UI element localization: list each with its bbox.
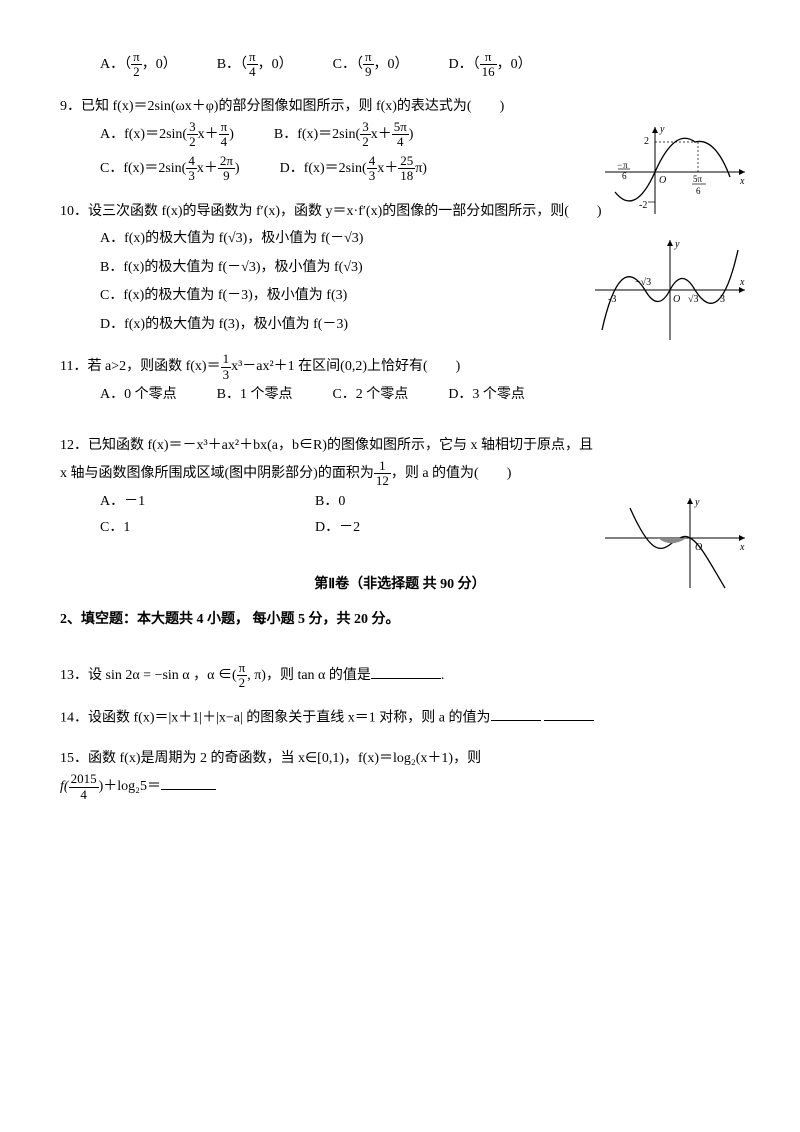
blank: [491, 705, 541, 721]
q10-opt-b: B．f(x)的极大值为 f(－√3)，极小值为 f(√3): [100, 255, 530, 282]
opt-c: C．（π9，0）: [333, 50, 409, 80]
svg-text:x: x: [739, 176, 745, 187]
q10-stem: 10．设三次函数 f(x)的导函数为 f′(x)，函数 y＝x·f′(x)的图像…: [60, 199, 700, 226]
fill-header: 2、填空题：本大题共 4 小题， 每小题 5 分，共 20 分。: [60, 607, 740, 634]
options-row: A．（π2，0） B．（π4，0） C．（π9，0） D．（π16，0）: [60, 50, 740, 80]
q11-opt-a: A．0 个零点: [100, 382, 177, 409]
blank: [544, 705, 594, 721]
q11-opt-b: B．1 个零点: [217, 382, 293, 409]
svg-text:-3: -3: [608, 294, 616, 305]
q15: 15．函数 f(x)是周期为 2 的奇函数，当 x∈[0,1)，f(x)＝log…: [60, 746, 740, 802]
opt-b: B．（π4，0）: [217, 50, 293, 80]
options-row: A．0 个零点 B．1 个零点 C．2 个零点 D．3 个零点: [60, 382, 740, 409]
q12-opt-b: B．0: [315, 489, 530, 516]
q15-line2: f(20154)＋log₂5＝: [60, 772, 740, 802]
q13: 13．设 sin 2α = −sin α ，α ∈(π2, π)，则 tan α…: [60, 661, 740, 691]
q10-opt-d: D．f(x)的极大值为 f(3)，极小值为 f(－3): [100, 312, 530, 339]
svg-text:y: y: [659, 124, 665, 135]
q9-stem: 9．已知 f(x)＝2sin(ωx＋φ)的部分图像如图所示，则 f(x)的表达式…: [60, 94, 740, 121]
q9-opt-c: C．f(x)＝2sin(43x＋2π9): [100, 154, 240, 184]
svg-text:3: 3: [720, 294, 725, 305]
opt-a: A．（π2，0）: [100, 50, 177, 80]
svg-text:y: y: [694, 497, 700, 508]
q9-opt-a: A．f(x)＝2sin(32x＋π4): [100, 120, 234, 150]
q12-opt-c: C．1: [100, 515, 315, 542]
q15-line1: 15．函数 f(x)是周期为 2 的奇函数，当 x∈[0,1)，f(x)＝log…: [60, 746, 740, 773]
svg-text:O: O: [659, 175, 666, 186]
svg-text:−: −: [617, 160, 622, 170]
q12: 12．已知函数 f(x)＝－x³＋ax²＋bx(a，b∈R)的图像如图所示，它与…: [60, 433, 740, 542]
svg-text:2: 2: [644, 136, 649, 147]
q12-opt-a: A．－1: [100, 489, 315, 516]
q11: 11．若 a>2，则函数 f(x)＝13x³－ax²＋1 在区间(0,2)上恰好…: [60, 352, 740, 408]
q10: 10．设三次函数 f(x)的导函数为 f′(x)，函数 y＝x·f′(x)的图像…: [60, 199, 740, 338]
q10-opt-a: A．f(x)的极大值为 f(√3)，极小值为 f(－√3): [100, 226, 530, 253]
q14: 14．设函数 f(x)＝|x＋1|＋|x−a| 的图象关于直线 x＝1 对称，则…: [60, 705, 740, 732]
q9-opt-b: B．f(x)＝2sin(32x＋5π4): [274, 120, 414, 150]
svg-text:y: y: [674, 239, 680, 250]
blank: [161, 774, 216, 790]
svg-text:√3: √3: [688, 294, 699, 305]
q11-stem: 11．若 a>2，则函数 f(x)＝13x³－ax²＋1 在区间(0,2)上恰好…: [60, 352, 740, 382]
svg-text:−√3: −√3: [635, 277, 651, 288]
svg-text:O: O: [673, 294, 680, 305]
blank: [371, 663, 441, 679]
q12-figure: O y x: [600, 493, 750, 593]
opt-d: D．（π16，0）: [449, 50, 532, 80]
svg-text:6: 6: [622, 171, 627, 181]
q10-figure: -3 −√3 O √3 3 y x: [590, 235, 750, 345]
q12-line1: 12．已知函数 f(x)＝－x³＋ax²＋bx(a，b∈R)的图像如图所示，它与…: [60, 433, 740, 460]
svg-text:π: π: [623, 160, 628, 170]
svg-text:6: 6: [696, 186, 701, 196]
q11-opt-c: C．2 个零点: [332, 382, 408, 409]
q9-opt-d: D．f(x)＝2sin(43x＋2518π): [280, 154, 427, 184]
q8-options: A．（π2，0） B．（π4，0） C．（π9，0） D．（π16，0）: [60, 50, 740, 80]
svg-text:O: O: [695, 542, 702, 553]
q12-opt-d: D．－2: [315, 515, 530, 542]
svg-text:x: x: [739, 277, 745, 288]
q10-opt-c: C．f(x)的极大值为 f(－3)，极小值为 f(3): [100, 283, 530, 310]
q11-opt-d: D．3 个零点: [448, 382, 525, 409]
q9: 9．已知 f(x)＝2sin(ωx＋φ)的部分图像如图所示，则 f(x)的表达式…: [60, 94, 740, 186]
svg-text:5π: 5π: [693, 174, 703, 184]
q12-line2: x 轴与函数图像所围成区域(图中阴影部分)的面积为112，则 a 的值为( ): [60, 459, 740, 489]
svg-text:x: x: [739, 542, 745, 553]
